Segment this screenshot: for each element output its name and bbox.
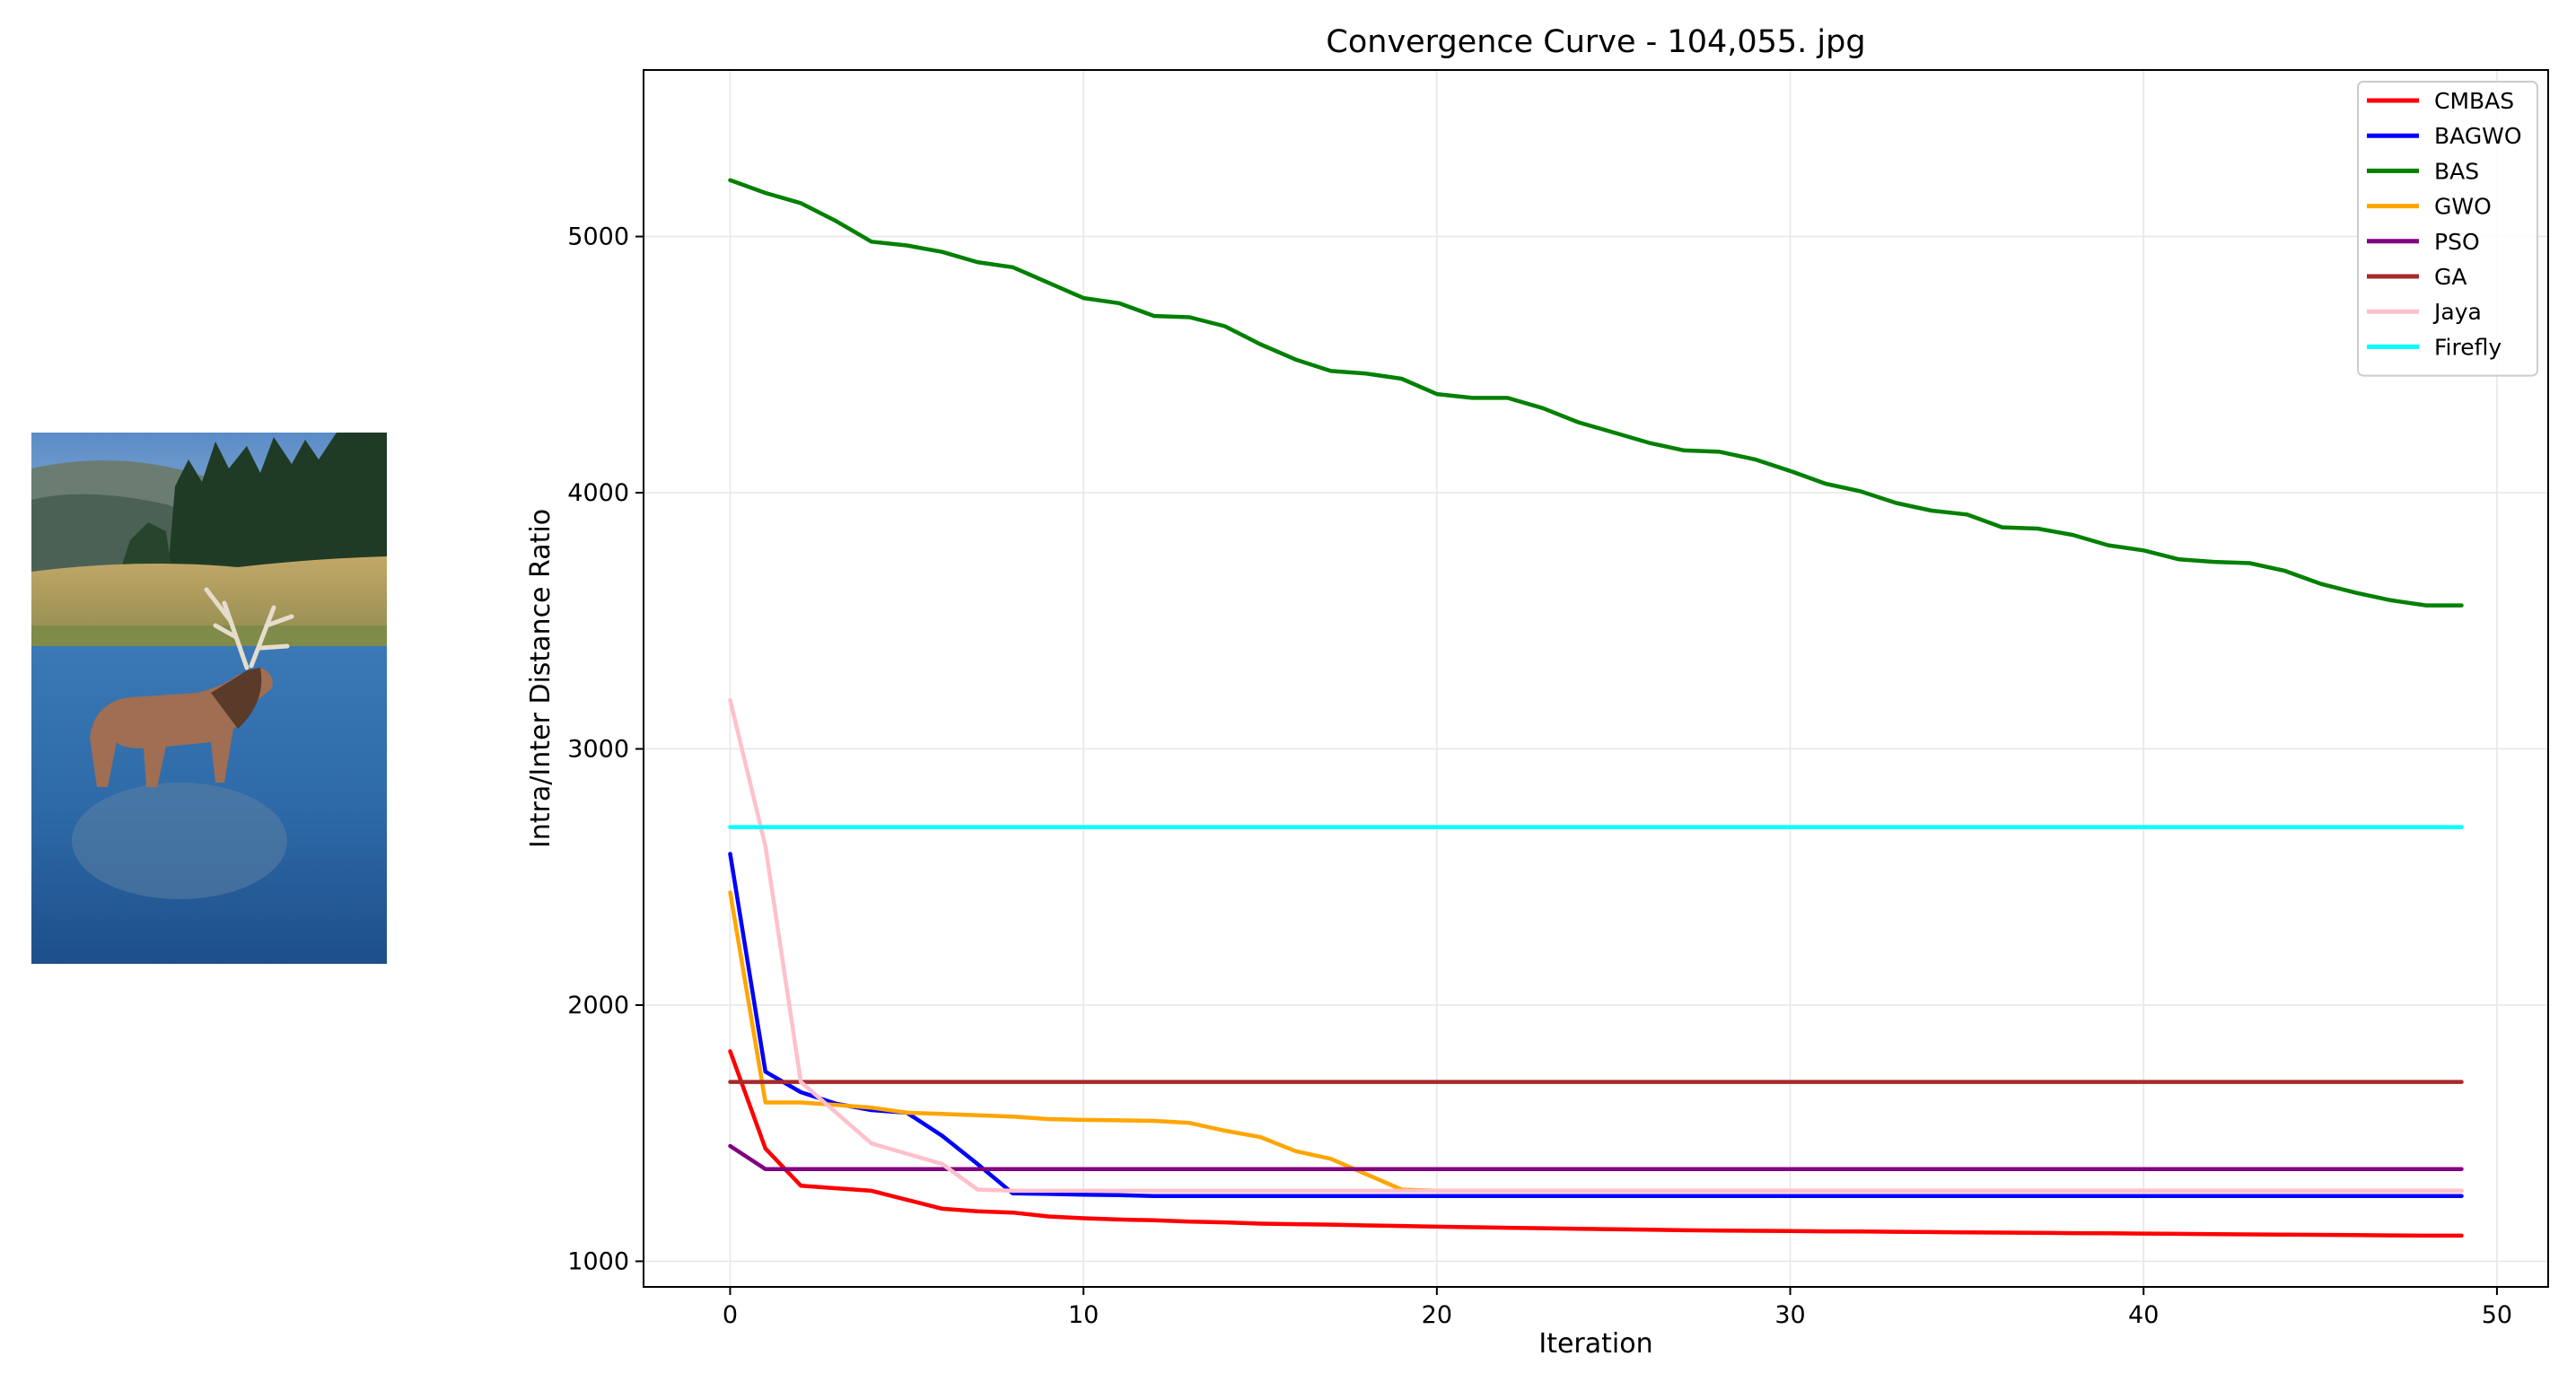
legend-box	[2357, 81, 2538, 377]
elk-reflection	[72, 783, 287, 899]
legend-label-cmbas: CMBAS	[2434, 88, 2514, 114]
elk-photo-image	[31, 433, 387, 964]
legend-label-gwo: GWO	[2434, 194, 2492, 220]
tree-line	[166, 433, 387, 594]
y-tick-label: 2000	[567, 992, 629, 1019]
riverbank-grass	[31, 626, 387, 648]
y-tick-label: 5000	[567, 223, 629, 251]
x-tick-label: 10	[1068, 1301, 1099, 1329]
legend-label-bas: BAS	[2434, 158, 2479, 184]
x-tick-label: 0	[723, 1301, 738, 1329]
legend-label-pso: PSO	[2434, 229, 2480, 255]
y-tick-label: 1000	[567, 1247, 629, 1275]
series-line-cmbas	[728, 1049, 2464, 1238]
y-axis-label: Intra/Inter Distance Ratio	[525, 509, 556, 848]
meadow	[31, 556, 387, 648]
x-tick-label: 20	[1422, 1301, 1452, 1329]
x-tick-label: 30	[1774, 1301, 1805, 1329]
x-tick-label: 40	[2128, 1301, 2159, 1329]
x-tick-label: 50	[2482, 1301, 2512, 1329]
legend-label-jaya: Jaya	[2432, 299, 2482, 325]
legend-label-ga: GA	[2434, 264, 2466, 290]
series-line-gwo	[728, 890, 2464, 1194]
elk-photo	[31, 433, 387, 964]
series-line-bagwo	[728, 852, 2464, 1198]
elk	[90, 587, 294, 787]
series-line-jaya	[728, 698, 2464, 1194]
chart-title: Convergence Curve - 104,055. jpg	[1326, 24, 1865, 60]
grid	[644, 70, 2548, 1287]
series-lines	[728, 178, 2464, 1238]
series-line-pso	[728, 1143, 2464, 1171]
legend-label-firefly: Firefly	[2434, 334, 2502, 360]
axis-ticks: 0 10 20 30 40 50 1000 2000 3000 4000 5000	[567, 223, 2512, 1329]
y-tick-label: 3000	[567, 736, 629, 764]
plot-frame	[643, 69, 2549, 1288]
y-tick-label: 4000	[567, 479, 629, 507]
x-axis-label: Iteration	[1538, 1328, 1652, 1360]
legend-label-bagwo: BAGWO	[2434, 123, 2522, 149]
legend: CMBAS BAGWO BAS GWO PSO GA Jaya Firefly	[2357, 81, 2538, 377]
series-line-bas	[728, 178, 2464, 608]
